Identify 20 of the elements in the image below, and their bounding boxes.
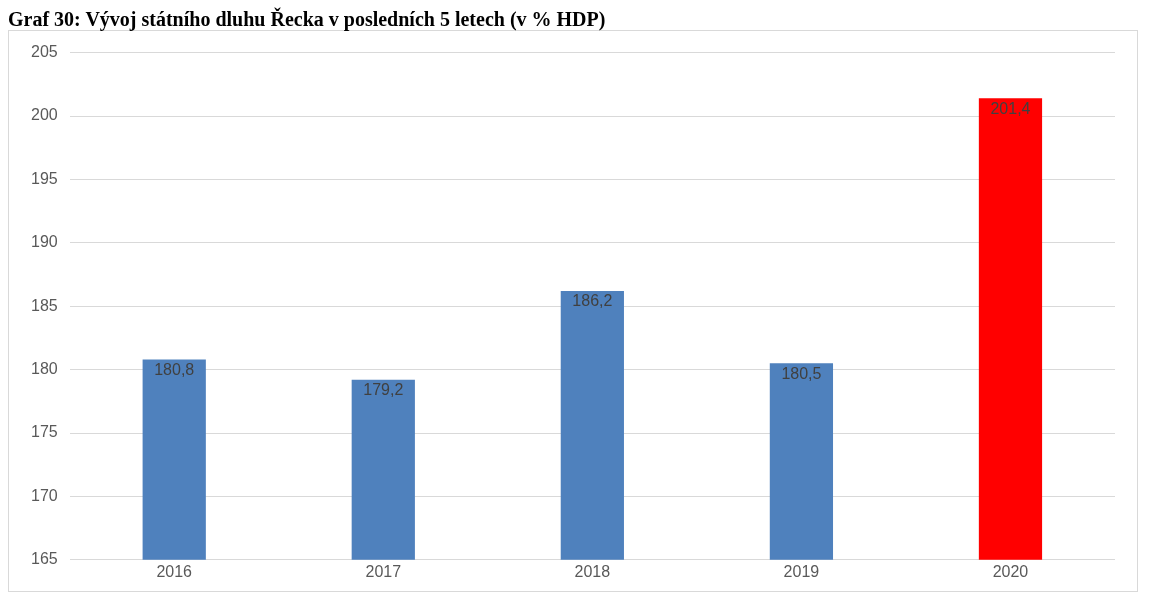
y-tick-label: 165 [30,550,58,568]
data-label: 201,4 [990,99,1031,117]
data-label: 179,2 [363,381,404,399]
chart-title: Graf 30: Vývoj státního dluhu Řecka v posledních 5 letech (v % HDP) [8,8,607,30]
data-label: 180,8 [154,360,195,378]
y-tick-label: 185 [30,296,58,314]
data-label: 180,5 [781,364,822,382]
y-tick-label: 205 [30,43,58,61]
data-label: 186,2 [572,292,613,310]
y-tick-label: 190 [30,233,58,251]
x-tick-label: 2018 [574,562,611,580]
y-tick-label: 200 [30,106,58,124]
x-tick-label: 2017 [365,562,402,580]
x-tick-label: 2020 [992,562,1029,580]
x-tick-label: 2019 [783,562,820,580]
y-tick-label: 175 [30,423,58,441]
y-tick-label: 180 [30,360,58,378]
y-tick-label: 195 [30,169,58,187]
x-tick-label: 2016 [156,562,193,580]
y-tick-label: 170 [30,486,58,504]
